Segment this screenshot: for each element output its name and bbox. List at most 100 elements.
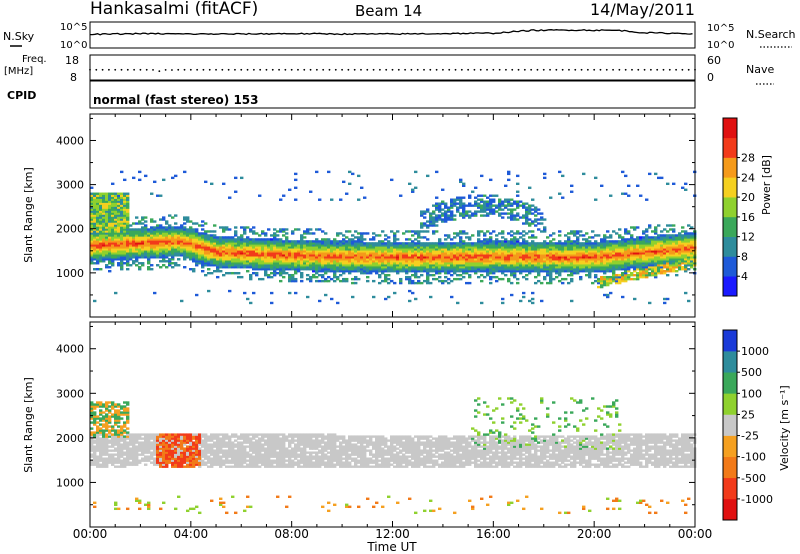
power-cell	[570, 246, 574, 249]
power-cell	[360, 264, 364, 267]
power-cell	[315, 262, 319, 265]
power-cell	[312, 248, 316, 251]
power-cell	[117, 224, 121, 227]
power-cell	[99, 212, 103, 215]
power-cell	[393, 232, 397, 235]
power-cell	[513, 200, 517, 203]
power-cell	[126, 210, 130, 213]
power-cell	[249, 262, 253, 265]
power-heatmap	[90, 170, 697, 305]
power-cell	[273, 260, 277, 263]
power-cell	[426, 252, 430, 255]
power-cell	[258, 244, 262, 247]
power-cell	[222, 240, 226, 243]
power-cell	[573, 270, 577, 273]
power-cell	[435, 224, 439, 227]
power-cell	[327, 254, 331, 257]
power-cell	[549, 281, 553, 285]
power-cell	[276, 242, 280, 245]
power-cell	[543, 244, 547, 247]
power-cell	[513, 266, 517, 269]
power-cell	[453, 258, 457, 261]
power-cell	[153, 228, 157, 231]
power-cell	[501, 236, 505, 239]
power-cell	[333, 248, 337, 251]
power-cell	[102, 206, 106, 209]
power-cell	[555, 250, 559, 253]
power-cell	[510, 264, 514, 267]
power-cell	[573, 248, 577, 251]
power-cell	[423, 216, 427, 219]
power-cell	[345, 262, 349, 265]
power-cell	[123, 244, 127, 247]
power-cell	[102, 194, 106, 197]
power-cell	[399, 254, 403, 257]
power-cell	[120, 170, 124, 174]
power-cell	[411, 279, 415, 283]
power-cell	[120, 268, 124, 271]
power-cell	[90, 240, 94, 243]
power-cell	[189, 252, 193, 255]
power-cell	[381, 279, 385, 283]
power-cell	[276, 246, 280, 249]
power-cell	[627, 230, 631, 233]
power-cell	[480, 256, 484, 259]
colorbar-label: 4	[741, 270, 748, 283]
power-cell	[324, 262, 328, 265]
power-cell	[654, 246, 658, 249]
power-cell	[234, 226, 238, 229]
power-cell	[507, 232, 511, 235]
power-cell	[636, 252, 640, 255]
power-cell	[387, 258, 391, 261]
power-cell	[114, 291, 118, 295]
power-cell	[153, 226, 157, 229]
power-cell	[510, 260, 514, 263]
power-cell	[675, 236, 679, 239]
power-cell	[489, 268, 493, 271]
power-cell	[156, 254, 160, 257]
velocity-cell	[93, 505, 97, 509]
power-cell	[291, 254, 295, 257]
power-cell	[189, 254, 193, 257]
power-cell	[573, 246, 577, 249]
power-cell	[303, 240, 307, 243]
power-cell	[114, 202, 118, 205]
power-cell	[390, 268, 394, 271]
power-cell	[105, 266, 109, 269]
power-cell	[555, 248, 559, 251]
power-cell	[618, 273, 622, 277]
power-cell	[579, 268, 583, 271]
power-cell	[246, 236, 250, 239]
power-cell	[93, 212, 97, 215]
power-cell	[216, 254, 220, 257]
power-cell	[396, 266, 400, 269]
power-cell	[435, 250, 439, 253]
power-cell	[339, 232, 343, 235]
power-cell	[105, 196, 109, 199]
power-cell	[315, 260, 319, 263]
power-cell	[267, 240, 271, 243]
velocity-cell	[99, 449, 103, 452]
power-cell	[303, 256, 307, 259]
power-cell	[90, 254, 94, 257]
velocity-cell	[90, 449, 94, 452]
power-cell	[228, 254, 232, 257]
power-cell	[567, 248, 571, 251]
power-cell	[672, 260, 676, 263]
power-cell	[93, 254, 97, 257]
power-cell	[486, 256, 490, 259]
power-cell	[327, 240, 331, 243]
power-cell	[300, 279, 304, 283]
power-cell	[657, 264, 661, 267]
power-cell	[531, 297, 535, 301]
power-cell	[225, 246, 229, 249]
power-cell	[189, 244, 193, 247]
power-cell	[123, 252, 127, 255]
power-cell	[261, 268, 265, 271]
power-cell	[642, 266, 646, 269]
power-cell	[225, 258, 229, 261]
power-cell	[489, 275, 493, 279]
power-cell	[186, 240, 190, 243]
power-cell	[558, 273, 562, 277]
power-cell	[291, 248, 295, 251]
